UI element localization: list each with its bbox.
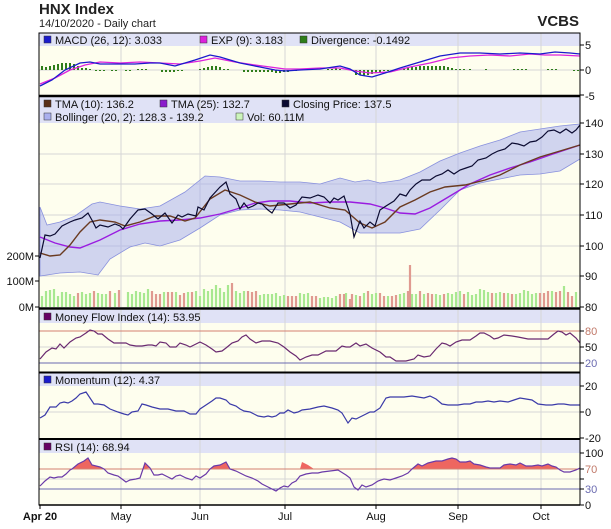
svg-text:Jun: Jun — [191, 511, 209, 523]
svg-text:-5: -5 — [585, 91, 595, 103]
svg-text:70: 70 — [585, 464, 597, 476]
svg-text:Sep: Sep — [448, 511, 468, 523]
momentum-line — [39, 391, 580, 425]
svg-text:Apr 20: Apr 20 — [23, 511, 57, 523]
mfi-panel: Money Flow Index (14): 53.95 80 50 20 — [39, 310, 597, 372]
svg-text:TMA (10): 136.2: TMA (10): 136.2 — [55, 99, 134, 111]
svg-text:80: 80 — [585, 326, 597, 338]
chart-title: HNX Index — [39, 1, 115, 18]
closing-price-line — [39, 124, 581, 259]
mfi-line — [39, 329, 581, 362]
volume-axis — [35, 97, 40, 308]
tma-10-line — [39, 144, 581, 257]
svg-text:Oct: Oct — [532, 511, 549, 523]
volume-bars — [40, 265, 578, 307]
svg-text:100: 100 — [585, 241, 603, 253]
price-legend: TMA (10): 136.2 TMA (25): 132.7 Closing … — [43, 99, 391, 124]
svg-text:30: 30 — [585, 484, 597, 496]
macd-exp-line — [39, 53, 581, 85]
svg-text:EXP (9): 3.183: EXP (9): 3.183 — [211, 35, 283, 47]
svg-text:140: 140 — [585, 118, 603, 130]
svg-text:100: 100 — [585, 448, 603, 460]
svg-text:Bollinger (20, 2): 128.3 - 139: Bollinger (20, 2): 128.3 - 139.2 — [55, 112, 204, 124]
svg-text:90: 90 — [585, 271, 597, 283]
svg-text:50: 50 — [585, 342, 597, 354]
macd-panel: MACD (26, 12): 3.033 EXP (9): 3.183 Dive… — [39, 33, 595, 103]
rsi-panel: RSI (14): 68.94 100 70 30 0 — [39, 440, 603, 512]
svg-text:RSI (14): 68.94: RSI (14): 68.94 — [55, 442, 130, 454]
svg-text:110: 110 — [585, 210, 603, 222]
svg-text:Aug: Aug — [366, 511, 386, 523]
svg-text:80: 80 — [585, 302, 597, 314]
chart-subtitle: 14/10/2020 - Daily chart — [39, 18, 156, 30]
svg-text:Divergence: -0.1492: Divergence: -0.1492 — [311, 35, 410, 47]
momentum-legend: Momentum (12): 4.37 — [43, 375, 160, 387]
price-yaxis — [579, 97, 584, 308]
brand-label: VCBS — [537, 13, 579, 30]
svg-text:100M: 100M — [6, 276, 34, 288]
svg-text:0: 0 — [585, 65, 591, 77]
svg-text:MACD (26, 12): 3.033: MACD (26, 12): 3.033 — [55, 35, 162, 47]
rsi-legend: RSI (14): 68.94 — [43, 442, 130, 454]
momentum-panel: Momentum (12): 4.37 20 0 -20 — [39, 373, 601, 445]
price-panel: TMA (10): 136.2 TMA (25): 132.7 Closing … — [6, 97, 603, 314]
svg-text:Money Flow Index (14): 53.95: Money Flow Index (14): 53.95 — [55, 312, 201, 324]
svg-text:20: 20 — [585, 381, 597, 393]
macd-legend: MACD (26, 12): 3.033 EXP (9): 3.183 Dive… — [43, 35, 410, 47]
svg-text:0: 0 — [585, 407, 591, 419]
svg-text:20: 20 — [585, 358, 597, 370]
svg-text:Closing Price: 137.5: Closing Price: 137.5 — [293, 99, 391, 111]
tma-25-line — [39, 144, 581, 249]
svg-text:200M: 200M — [6, 251, 34, 263]
svg-text:Momentum (12): 4.37: Momentum (12): 4.37 — [55, 375, 160, 387]
macd-yaxis — [579, 33, 584, 96]
svg-text:130: 130 — [585, 149, 603, 161]
svg-text:0: 0 — [585, 500, 591, 512]
x-axis: Apr 20 May Jun Jul Aug Sep Oct — [23, 505, 550, 523]
svg-text:-20: -20 — [585, 433, 601, 445]
rsi-line — [39, 457, 581, 492]
svg-text:May: May — [111, 511, 132, 523]
svg-text:120: 120 — [585, 179, 603, 191]
svg-text:Vol: 60.11M: Vol: 60.11M — [247, 112, 304, 124]
mfi-legend: Money Flow Index (14): 53.95 — [43, 312, 201, 324]
svg-text:0M: 0M — [19, 302, 34, 314]
panel-frames — [38, 32, 581, 506]
svg-text:TMA (25): 132.7: TMA (25): 132.7 — [171, 99, 250, 111]
svg-text:5: 5 — [585, 40, 591, 52]
macd-line — [39, 51, 581, 87]
svg-text:Jul: Jul — [278, 511, 292, 523]
